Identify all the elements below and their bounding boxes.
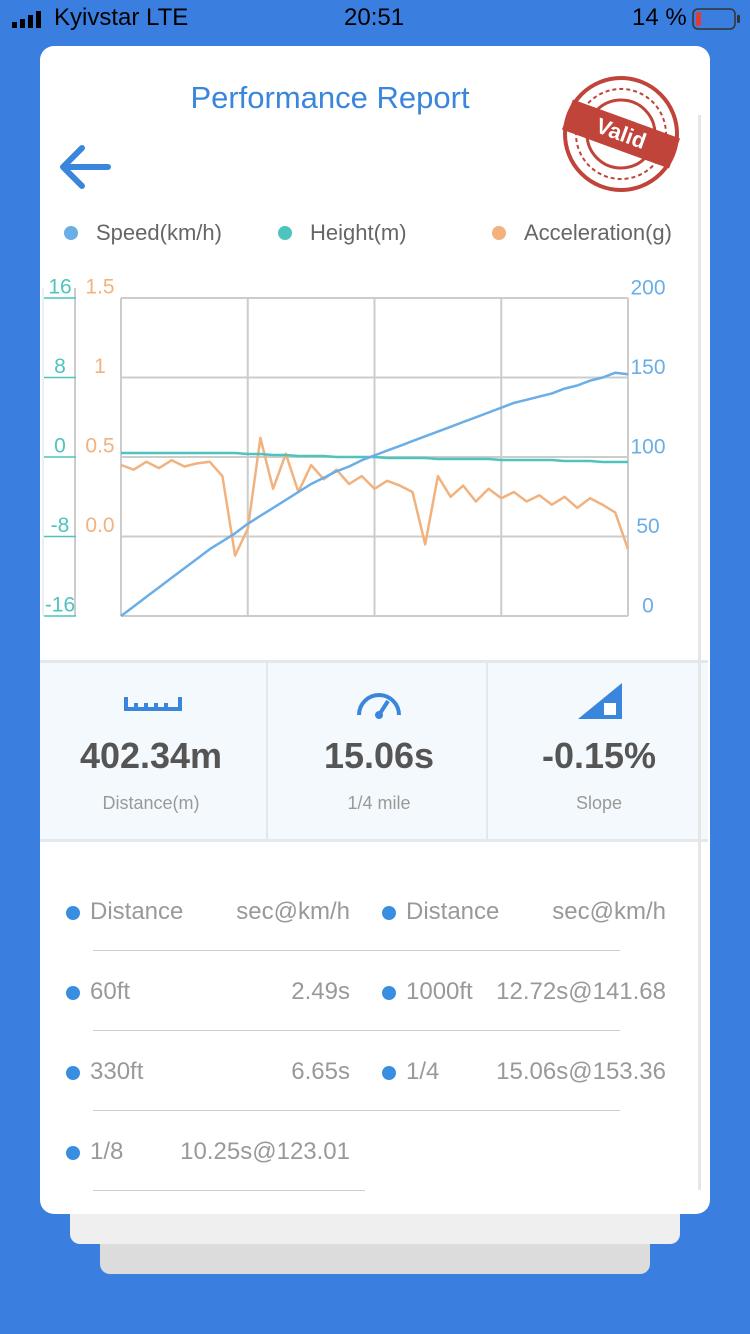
- result-value: 6.65s: [291, 1058, 350, 1085]
- y2-tick-label: 0: [642, 595, 654, 618]
- row-separator: [93, 1190, 365, 1191]
- legend-label: Acceleration(g): [524, 220, 672, 245]
- result-label: Distance: [406, 898, 500, 925]
- stat-card: -0.15% Slope: [486, 663, 710, 839]
- battery-icon: [692, 8, 740, 30]
- ruler-icon: [124, 697, 182, 711]
- valid-stamp: Valid: [561, 76, 681, 192]
- legend-item: Height(m): [278, 220, 407, 246]
- stat-label: Distance(m): [102, 793, 200, 813]
- signal-icon: [12, 11, 41, 28]
- row-separator: [93, 1110, 620, 1111]
- bullet: [66, 906, 80, 920]
- result-value: 12.72s@141.68: [496, 978, 666, 1005]
- bullet: [66, 1066, 80, 1080]
- chart: 200 150 100 50 0 16 8 0 -8 -16 1.5 1 0.5 0.0: [42, 276, 666, 618]
- bullet: [66, 1146, 80, 1160]
- legend-swatch: [278, 226, 292, 240]
- result-label: 60ft: [90, 978, 131, 1005]
- clock: 20:51: [344, 4, 405, 31]
- row-separator: [93, 1030, 620, 1031]
- legend-item: Acceleration(g): [492, 220, 672, 246]
- result-label: 1/8: [90, 1138, 124, 1165]
- slope-icon: [578, 683, 622, 719]
- y3-tick-label: 1: [94, 355, 106, 378]
- y3-tick-label: 0.5: [85, 435, 114, 458]
- stat-card: 402.34m Distance(m): [40, 663, 262, 839]
- result-value: 10.25s@123.01: [180, 1138, 350, 1165]
- result-value: 15.06s@153.36: [496, 1058, 666, 1085]
- result-value: sec@km/h: [552, 898, 666, 925]
- bullet: [382, 986, 396, 1000]
- result-value: 2.49s: [291, 978, 350, 1005]
- y2-tick-label: 50: [636, 515, 659, 538]
- legend-label: Height(m): [310, 220, 407, 245]
- y3-tick-label: 1.5: [85, 276, 114, 299]
- back-button[interactable]: [56, 140, 116, 194]
- series-line: [120, 371, 629, 618]
- battery-text: 14 %: [632, 4, 687, 31]
- report-card: [40, 46, 710, 1214]
- y2-tick-label: 200: [630, 277, 665, 300]
- scrollbar: [698, 115, 701, 1190]
- result-label: Distance: [90, 898, 184, 925]
- result-label: 330ft: [90, 1058, 144, 1085]
- y3-tick-label: 0.0: [85, 514, 114, 537]
- stat-value: 15.06s: [323, 735, 435, 776]
- page-title: Performance Report: [190, 80, 470, 115]
- y2-tick-label: 150: [630, 356, 665, 379]
- legend-item: Speed(km/h): [64, 220, 222, 246]
- stat-card: 15.06s 1/4 mile: [266, 663, 490, 839]
- y-tick-label: 8: [54, 355, 66, 378]
- gauge-icon: [357, 693, 401, 719]
- stat-value: -0.15%: [541, 735, 657, 776]
- legend-swatch: [492, 226, 506, 240]
- row-separator: [93, 950, 620, 951]
- stats-panel: 402.34m Distance(m) 15.06s 1/4 mile -0.1…: [40, 660, 708, 842]
- legend-swatch: [64, 226, 78, 240]
- bullet: [66, 986, 80, 1000]
- stat-value: 402.34m: [79, 735, 223, 776]
- result-label: 1/4: [406, 1058, 440, 1085]
- result-value: sec@km/h: [236, 898, 350, 925]
- bullet: [382, 906, 396, 920]
- y2-tick-label: 100: [630, 436, 665, 459]
- series-line: [120, 436, 630, 557]
- result-label: 1000ft: [406, 978, 473, 1005]
- y-tick-label: -16: [45, 594, 75, 617]
- carrier: Kyivstar LTE: [54, 4, 189, 31]
- stat-label: 1/4 mile: [347, 793, 411, 813]
- y-tick-label: -8: [51, 514, 70, 537]
- bullet: [382, 1066, 396, 1080]
- stat-label: Slope: [575, 793, 623, 813]
- series-line: [121, 451, 628, 464]
- legend-label: Speed(km/h): [96, 220, 222, 245]
- y-tick-label: 16: [48, 276, 71, 299]
- y-tick-label: 0: [54, 435, 66, 458]
